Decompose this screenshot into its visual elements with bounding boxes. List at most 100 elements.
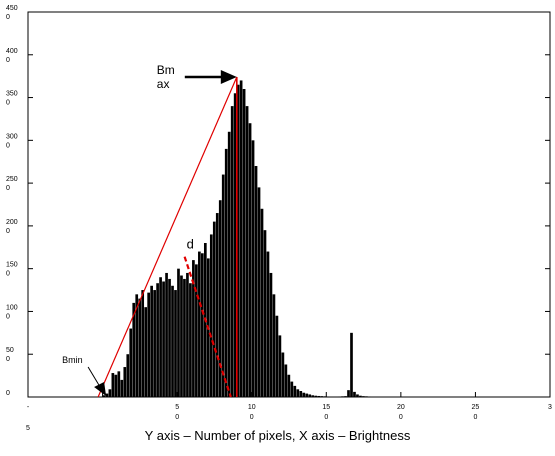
- histogram-bar: [317, 395, 321, 397]
- histogram-bar: [347, 390, 350, 397]
- histogram-bar: [183, 278, 186, 397]
- y-tick-label-line: 150: [6, 262, 18, 269]
- y-tick-label: 250 0: [6, 176, 18, 192]
- histogram-bar: [135, 294, 139, 397]
- x-tick-label-line: 0: [399, 414, 403, 421]
- y-tick-label: 350 0: [6, 91, 18, 107]
- histogram-bar: [209, 234, 213, 397]
- histogram-bar: [159, 277, 162, 397]
- histogram-bar: [156, 283, 159, 397]
- histogram-bar: [221, 174, 225, 397]
- histogram-bar: [227, 131, 231, 397]
- x-tick-label-line: 20: [397, 404, 405, 411]
- histogram-bar: [263, 230, 267, 397]
- x-tick-label-line: 0: [250, 414, 254, 421]
- histogram-bar: [242, 89, 246, 397]
- plot-frame: [27, 11, 551, 398]
- x-tick-label-line: 5: [175, 404, 179, 411]
- histogram-bar: [114, 374, 118, 397]
- x-tick-label: 20 0: [397, 404, 405, 421]
- histogram-bar: [126, 354, 130, 397]
- histogram-bar: [141, 290, 145, 397]
- histogram-bar: [189, 283, 192, 397]
- y-tick-label: 100 0: [6, 304, 18, 320]
- histogram-bar: [311, 395, 315, 397]
- x-tick-label-line: 5: [26, 425, 30, 432]
- x-tick-label: 15 0: [322, 404, 330, 421]
- histogram-bar: [230, 106, 234, 397]
- histogram-bar: [341, 396, 344, 397]
- y-tick-label: 50 0: [6, 347, 14, 363]
- histogram-bar: [368, 396, 371, 397]
- histogram-bar: [326, 396, 329, 397]
- y-tick-label-line: 0: [6, 356, 10, 363]
- histogram-bar: [102, 395, 106, 397]
- histogram-bar: [284, 364, 288, 397]
- axis-caption: Y axis – Number of pixels, X axis – Brig…: [144, 428, 411, 443]
- histogram-bar: [233, 93, 237, 398]
- bmax-label: Bm ax: [157, 63, 175, 91]
- histogram-bar: [272, 294, 276, 397]
- histogram-bars: [102, 80, 404, 398]
- x-tick-label-line: 25: [472, 404, 480, 411]
- distance-d-line: [183, 256, 232, 398]
- bmax-label-line: Bm: [157, 63, 175, 77]
- y-tick-label-line: 0: [6, 228, 10, 235]
- histogram-bar: [299, 391, 303, 397]
- y-tick-label-line: 0: [6, 271, 10, 278]
- y-tick-label: 450 0: [6, 5, 18, 21]
- histogram-bar: [153, 290, 156, 397]
- histogram-bar: [302, 392, 306, 397]
- histogram-bar: [180, 275, 183, 397]
- y-tick-label-line: 200: [6, 219, 18, 226]
- x-tick-label: 10 0: [248, 404, 256, 421]
- histogram-bar: [218, 200, 222, 397]
- histogram-bar: [150, 285, 153, 397]
- x-tick-label-line: 0: [175, 414, 179, 421]
- bmin-arrow-shaft: [87, 366, 101, 388]
- histogram-bar: [260, 208, 264, 397]
- y-tick-label-line: 0: [6, 142, 10, 149]
- histogram-bar: [212, 221, 216, 397]
- bmax-arrow-head: [220, 70, 237, 85]
- histogram-bar: [245, 106, 249, 397]
- x-tick-label: 3: [548, 404, 552, 411]
- y-tick-label-line: 0: [6, 390, 10, 397]
- histogram-bar: [254, 166, 258, 397]
- histogram-bar: [215, 213, 219, 397]
- y-tick-label-line: 350: [6, 91, 18, 98]
- histogram-bar: [290, 381, 294, 397]
- histogram-bar: [287, 374, 291, 397]
- histogram-bar: [257, 187, 261, 397]
- x-tick-label: 25 0: [472, 404, 480, 421]
- y-tick-label-line: 0: [6, 100, 10, 107]
- histogram-bar: [296, 389, 300, 397]
- histogram-bar: [174, 290, 177, 397]
- y-tick-label-line: 100: [6, 304, 18, 311]
- histogram-bar: [117, 371, 121, 397]
- histogram-bar: [356, 394, 359, 397]
- x-tick-label-line: 15: [322, 404, 330, 411]
- histogram-bar: [108, 389, 112, 397]
- histogram-bar: [195, 264, 198, 397]
- bmin-bmax-line: [97, 76, 238, 398]
- histogram-bar: [147, 292, 150, 397]
- histogram-bar: [105, 393, 109, 397]
- x-tick-label: -5: [26, 404, 30, 432]
- y-tick-label-line: 50: [6, 347, 14, 354]
- histogram-bar: [314, 395, 318, 397]
- histogram-bar: [269, 272, 273, 397]
- histogram-bar: [281, 352, 285, 397]
- histogram-bar: [320, 396, 324, 397]
- histogram-bar: [111, 373, 115, 397]
- histogram-bar: [266, 251, 270, 397]
- histogram-bar: [323, 396, 326, 397]
- histogram-bar: [248, 123, 252, 397]
- histogram-bar: [177, 268, 180, 397]
- y-tick-label-line: 0: [6, 57, 10, 64]
- y-tick-label: 300 0: [6, 133, 18, 149]
- x-tick-label-line: 3: [548, 404, 552, 411]
